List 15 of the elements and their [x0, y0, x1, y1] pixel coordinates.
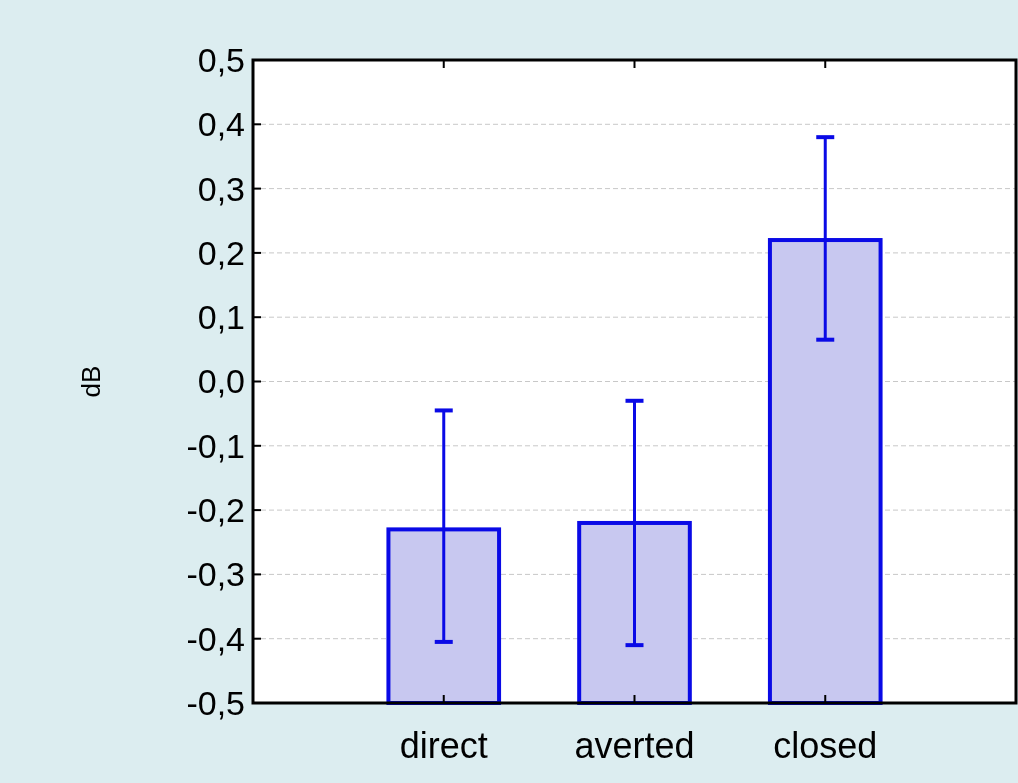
y-tick-label: -0,1: [186, 426, 245, 465]
y-tick-label: 0,4: [197, 105, 245, 144]
y-tick-label: 0,1: [197, 298, 245, 337]
y-axis-title: dB: [76, 365, 106, 398]
x-tick-label: closed: [773, 725, 878, 766]
x-tick-label: direct: [399, 725, 488, 766]
y-tick-label: -0,4: [186, 619, 245, 658]
y-tick-label: 0,2: [197, 233, 245, 272]
y-tick-label: 0,5: [197, 40, 245, 79]
y-tick-label: 0,3: [197, 169, 245, 208]
y-tick-label: -0,2: [186, 491, 245, 529]
y-tick-label: -0,5: [186, 683, 245, 722]
y-tick-label: -0,3: [186, 555, 245, 594]
y-tick-label: 0,0: [197, 362, 245, 401]
x-tick-label: averted: [574, 725, 695, 766]
